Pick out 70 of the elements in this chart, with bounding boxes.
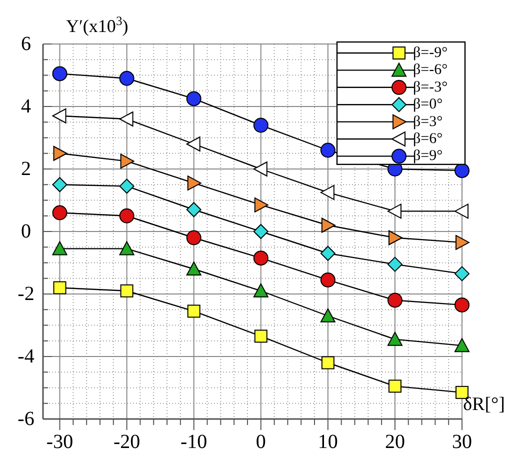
point bbox=[120, 154, 134, 169]
point bbox=[253, 283, 268, 298]
y-tick-label: -4 bbox=[18, 346, 34, 368]
point bbox=[388, 230, 402, 246]
point bbox=[320, 308, 336, 322]
point bbox=[186, 202, 202, 218]
point bbox=[387, 292, 402, 308]
point bbox=[321, 356, 334, 370]
y-tick-label: -2 bbox=[18, 283, 34, 305]
point bbox=[254, 330, 268, 343]
x-tick-label: 20 bbox=[384, 431, 405, 451]
y-tick-label: 6 bbox=[21, 33, 31, 55]
y-tick-label: -6 bbox=[18, 408, 34, 430]
point bbox=[454, 297, 470, 312]
point bbox=[187, 176, 202, 191]
point bbox=[53, 281, 66, 294]
point bbox=[119, 241, 134, 256]
legend-label: β=-9° bbox=[413, 45, 448, 61]
x-tick-label: 30 bbox=[452, 431, 472, 451]
point bbox=[186, 136, 200, 152]
point bbox=[320, 142, 336, 158]
legend-label: β=9° bbox=[413, 148, 443, 164]
point bbox=[454, 204, 468, 219]
point bbox=[388, 380, 402, 393]
point bbox=[52, 108, 66, 124]
x-tick-label: 0 bbox=[256, 431, 266, 451]
point bbox=[253, 224, 268, 239]
point bbox=[454, 266, 470, 282]
point bbox=[320, 184, 334, 200]
point bbox=[387, 256, 402, 272]
point bbox=[120, 284, 134, 298]
x-tick-label: -30 bbox=[46, 431, 74, 451]
point bbox=[186, 91, 202, 106]
point bbox=[253, 162, 268, 176]
point bbox=[52, 177, 68, 192]
point bbox=[52, 205, 68, 220]
legend-label: β=3° bbox=[413, 114, 443, 130]
point bbox=[119, 178, 134, 194]
point bbox=[119, 208, 134, 224]
point bbox=[253, 118, 268, 133]
legend-label: β=0° bbox=[413, 96, 443, 113]
point bbox=[454, 163, 470, 178]
point bbox=[320, 246, 336, 261]
point bbox=[456, 234, 470, 250]
point bbox=[52, 241, 68, 256]
point bbox=[387, 204, 402, 219]
point bbox=[387, 332, 402, 346]
point bbox=[253, 250, 268, 266]
legend-label: β=-3° bbox=[413, 79, 448, 96]
x-tick-label: -10 bbox=[180, 431, 208, 451]
point bbox=[454, 338, 470, 352]
x-axis-title: δR[°] bbox=[463, 394, 505, 415]
point bbox=[254, 197, 268, 212]
legend-label: β=6° bbox=[413, 131, 443, 147]
point bbox=[321, 218, 336, 233]
y-tick-label: 2 bbox=[21, 158, 31, 180]
legend-label: β=-6° bbox=[413, 62, 448, 78]
y-tick-label: 4 bbox=[21, 96, 31, 118]
point bbox=[53, 146, 68, 161]
point bbox=[320, 272, 336, 288]
point bbox=[119, 112, 134, 126]
x-tick-label: 10 bbox=[318, 431, 338, 451]
point bbox=[186, 262, 202, 276]
point bbox=[52, 66, 68, 82]
point bbox=[186, 230, 202, 246]
point bbox=[187, 304, 200, 318]
x-tick-label: -20 bbox=[113, 431, 140, 451]
y-tick-label: 0 bbox=[21, 220, 31, 242]
y-axis-title: Y′(x10$^{3}$) bbox=[66, 14, 128, 36]
point bbox=[119, 70, 134, 86]
